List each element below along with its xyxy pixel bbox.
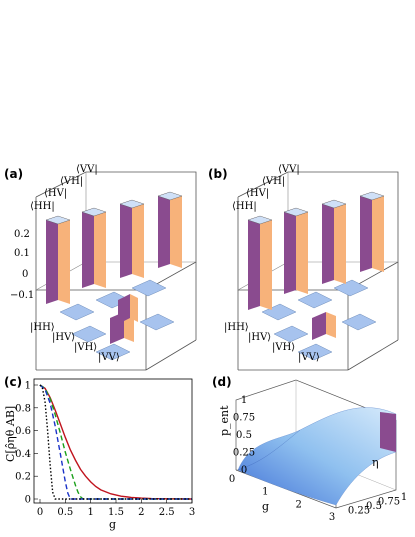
c-series-line-1 bbox=[39, 384, 192, 500]
b-row-label-2: ⟨VH| bbox=[262, 176, 285, 187]
bar-hv-hv bbox=[81, 207, 107, 288]
c-xtick-label: 0.5 bbox=[57, 507, 73, 518]
d-ytick-label: 0.5 bbox=[366, 501, 382, 512]
bar-hh-hh bbox=[45, 215, 71, 304]
d-xlabel: g bbox=[262, 500, 269, 513]
d-ztick-label: 0.25 bbox=[233, 448, 255, 459]
d-ytick-label: 0.75 bbox=[378, 497, 400, 508]
c-series-line-2 bbox=[39, 384, 192, 500]
c-series-line-3 bbox=[39, 384, 192, 500]
c-xtick-label: 2 bbox=[138, 507, 144, 518]
b-row-label-1: ⟨HV| bbox=[246, 188, 269, 199]
a-row-label-0: ⟨HH| bbox=[30, 201, 55, 212]
b-row-label-0: ⟨HH| bbox=[232, 201, 257, 212]
c-xtick-label: 3 bbox=[189, 507, 195, 518]
d-xtick-label: 1 bbox=[262, 487, 268, 498]
d-ztick-label: 0 bbox=[241, 465, 247, 476]
c-ytick-label: 0 bbox=[25, 495, 31, 506]
bar-b-hh-hh bbox=[247, 215, 273, 310]
c-ytick-label: 0.8 bbox=[15, 403, 31, 414]
matrix-chart-b bbox=[237, 171, 399, 371]
b-col-label-2: |VH⟩ bbox=[272, 342, 295, 353]
d-ztick-label: 0.5 bbox=[236, 430, 252, 441]
c-xtick-label: 2.5 bbox=[159, 507, 175, 518]
a-z-tick-0: 0.2 bbox=[14, 229, 30, 240]
c-ytick-label: 0.4 bbox=[15, 449, 31, 460]
b-col-label-1: |HV⟩ bbox=[248, 332, 271, 343]
c-ytick-label: 1 bbox=[25, 381, 31, 392]
panel-label-a: (a) bbox=[4, 167, 23, 181]
c-xtick-label: 1.5 bbox=[108, 507, 124, 518]
d-xtick-label: 2 bbox=[295, 499, 301, 510]
panel-label-b: (b) bbox=[208, 167, 228, 181]
c-ylabel: C[ρ̂ηθ AB] bbox=[4, 406, 17, 462]
bar-b-hv-hv bbox=[283, 207, 309, 294]
b-col-label-0: |HH⟩ bbox=[224, 322, 249, 333]
bar-b-vv-vv bbox=[359, 191, 385, 272]
c-series-line-0 bbox=[39, 384, 193, 500]
a-row-label-1: ⟨HV| bbox=[44, 188, 67, 199]
d-surface-plot bbox=[235, 379, 397, 509]
panel-label-d: (d) bbox=[212, 375, 232, 389]
a-row-label-3: ⟨VV| bbox=[76, 164, 98, 175]
c-plot-frame bbox=[33, 378, 193, 504]
bar-b-vh-vh bbox=[321, 199, 347, 284]
d-xtick-label: 0 bbox=[229, 474, 235, 485]
a-z-tick-1: 0.1 bbox=[14, 248, 30, 259]
c-ytick-label: 0.6 bbox=[15, 426, 31, 437]
c-axis-ticks: 0 0.5 1 1.5 2 2.5 3 0 0.2 0.4 0.6 0.8 1 bbox=[15, 381, 195, 519]
a-col-label-0: |HH⟩ bbox=[30, 322, 55, 333]
a-z-tick-3: −0.1 bbox=[10, 290, 34, 301]
c-xtick-label: 0 bbox=[37, 507, 43, 518]
matrix-chart-a bbox=[35, 171, 197, 371]
panel-label-c: (c) bbox=[4, 375, 22, 389]
a-col-label-1: |HV⟩ bbox=[52, 332, 75, 343]
b-row-label-3: ⟨VV| bbox=[278, 164, 300, 175]
a-row-label-2: ⟨VH| bbox=[60, 176, 83, 187]
d-zlabel: p_ent bbox=[218, 405, 231, 436]
c-series-lines bbox=[39, 384, 193, 500]
a-col-label-2: |VH⟩ bbox=[74, 342, 97, 353]
c-xlabel: g bbox=[109, 518, 116, 531]
d-xtick-label: 3 bbox=[329, 512, 335, 523]
a-col-label-3: |VV⟩ bbox=[98, 352, 120, 363]
b-col-label-3: |VV⟩ bbox=[298, 352, 320, 363]
c-ytick-label: 0.2 bbox=[15, 472, 31, 483]
c-xtick-label: 1 bbox=[87, 507, 93, 518]
bar-vv-vv bbox=[157, 191, 183, 268]
d-ztick-label: 1 bbox=[241, 395, 247, 406]
d-ytick-label: 0.25 bbox=[348, 506, 370, 517]
d-surface-edge bbox=[380, 412, 396, 452]
d-ytick-label: 1 bbox=[401, 492, 407, 503]
d-ylabel: η bbox=[372, 456, 379, 469]
a-z-tick-2: 0 bbox=[22, 269, 28, 280]
bar-vh-vh bbox=[119, 199, 145, 278]
d-ztick-label: 0.75 bbox=[233, 413, 255, 424]
